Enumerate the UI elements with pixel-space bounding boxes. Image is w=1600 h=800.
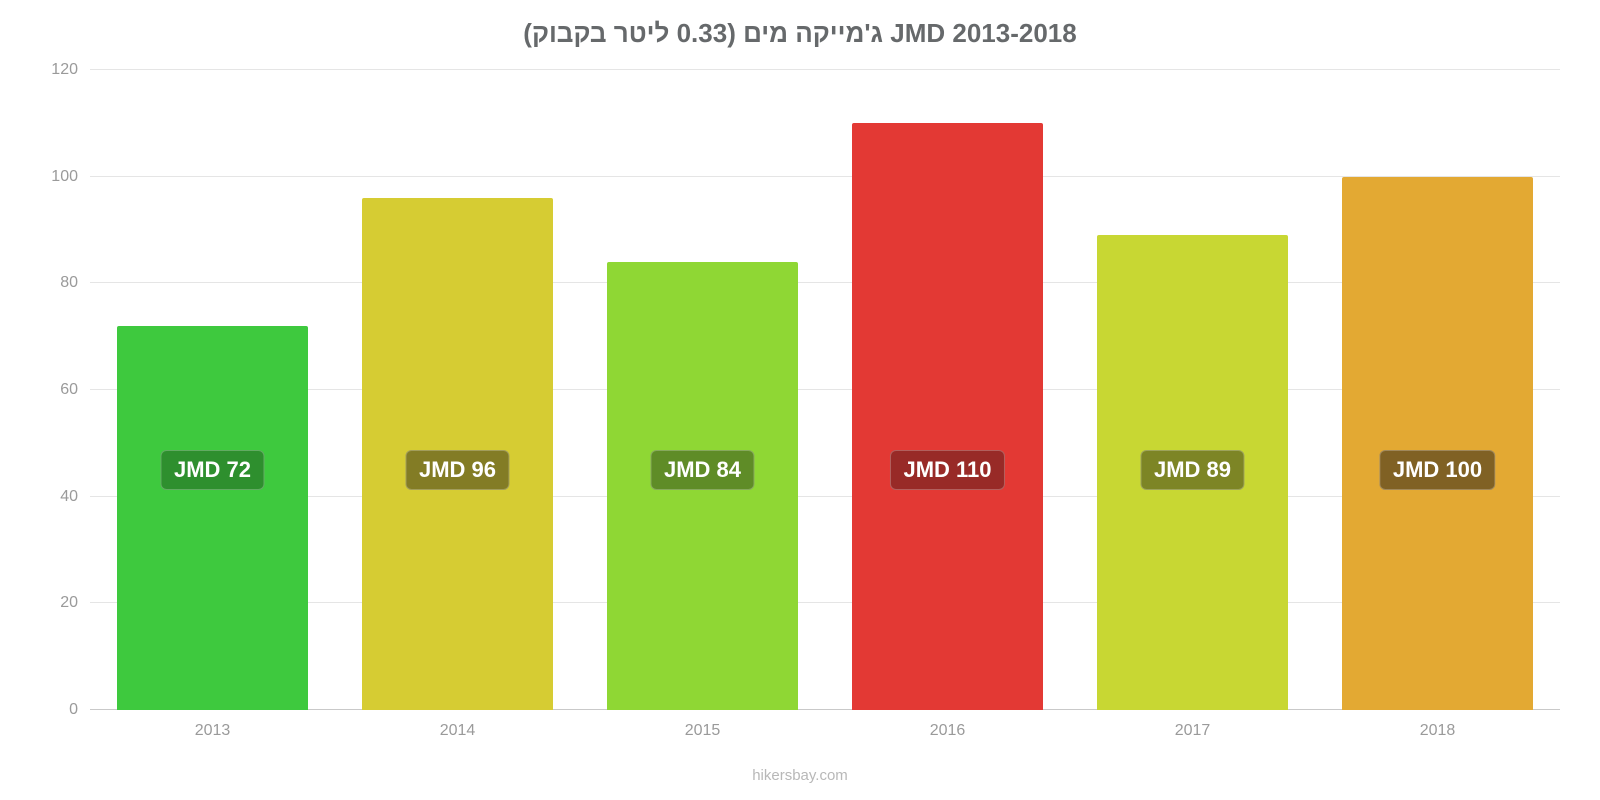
bar-value-label: JMD 96 [406, 450, 509, 490]
bar-value-label: JMD 110 [890, 450, 1004, 490]
x-tick-label: 2014 [440, 722, 476, 740]
bar-value-label: JMD 72 [161, 450, 264, 490]
y-tick-label: 40 [60, 488, 78, 506]
chart-area: 020406080100120JMD 72JMD 96JMD 84JMD 110… [90, 70, 1560, 710]
chart-title: ג'מייקה מים (0.33 ליטר בקבוק) JMD 2013-2… [0, 0, 1600, 49]
bar-slot: JMD 110 [852, 70, 1043, 710]
bar-value-label: JMD 89 [1141, 450, 1244, 490]
x-tick-label: 2017 [1175, 722, 1211, 740]
bar [852, 123, 1043, 710]
plot-area: 020406080100120JMD 72JMD 96JMD 84JMD 110… [90, 70, 1560, 710]
bar-slot: JMD 89 [1097, 70, 1288, 710]
bar-value-label: JMD 84 [651, 450, 754, 490]
y-tick-label: 20 [60, 594, 78, 612]
y-tick-label: 80 [60, 274, 78, 292]
bar-value-label: JMD 100 [1380, 450, 1495, 490]
bar-slot: JMD 84 [607, 70, 798, 710]
x-tick-label: 2015 [685, 722, 721, 740]
bar-slot: JMD 100 [1342, 70, 1533, 710]
x-tick-label: 2018 [1420, 722, 1456, 740]
bar-slot: JMD 96 [362, 70, 553, 710]
x-tick-label: 2013 [195, 722, 231, 740]
y-tick-label: 100 [51, 168, 78, 186]
bar [1342, 177, 1533, 710]
y-tick-label: 120 [51, 61, 78, 79]
attribution-text: hikersbay.com [752, 767, 848, 784]
y-tick-label: 0 [69, 701, 78, 719]
bars-container: JMD 72 JMD 96 JMD 84 JMD 110 JMD 89 JMD 100 [90, 70, 1560, 710]
x-tick-label: 2016 [930, 722, 966, 740]
y-tick-label: 60 [60, 381, 78, 399]
bar-slot: JMD 72 [117, 70, 308, 710]
bar [117, 326, 308, 710]
